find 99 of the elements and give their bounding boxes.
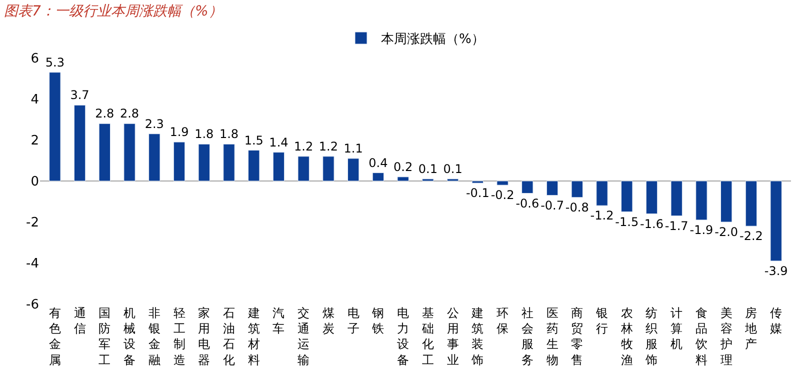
text: -1.9 bbox=[690, 222, 714, 237]
text: -0.2 bbox=[490, 188, 514, 202]
x-tick-label: 银行 bbox=[595, 306, 608, 336]
text: -3.9 bbox=[764, 264, 788, 278]
bar bbox=[546, 180, 558, 196]
text: -0.6 bbox=[516, 196, 540, 210]
bar bbox=[770, 180, 782, 262]
bar bbox=[49, 72, 61, 182]
text: -0.7 bbox=[540, 198, 564, 212]
text: -2.2 bbox=[740, 229, 763, 244]
text: -1.5 bbox=[615, 214, 639, 229]
bar bbox=[298, 156, 310, 182]
bar bbox=[571, 180, 583, 198]
x-tick-label: 医药生物 bbox=[546, 306, 558, 367]
x-tick-label: 基础化工 bbox=[420, 306, 434, 367]
x-tick-label: 钢铁 bbox=[371, 306, 384, 336]
text: -2.0 bbox=[714, 225, 738, 239]
legend-label: 本周涨跌幅（%） bbox=[381, 32, 484, 48]
x-tick-label: 通信 bbox=[74, 306, 86, 336]
x-tick-label: 美容护理 bbox=[719, 306, 732, 367]
text: 1.8 bbox=[194, 127, 214, 142]
x-tick-label: 非银金融 bbox=[147, 306, 160, 367]
text: -1.6 bbox=[640, 216, 664, 231]
x-tick-label: 纺织服饰 bbox=[644, 306, 658, 367]
bar bbox=[522, 180, 534, 194]
text: 3.7 bbox=[70, 88, 90, 102]
text: -1.2 bbox=[590, 208, 614, 223]
bar bbox=[646, 180, 658, 214]
x-tick-label: 家用电器 bbox=[198, 306, 210, 367]
bar bbox=[696, 180, 708, 220]
text: 1.5 bbox=[244, 133, 264, 148]
x-tick-label: 公用事业 bbox=[446, 306, 459, 367]
text: 5.3 bbox=[45, 55, 64, 70]
bar bbox=[670, 180, 682, 216]
y-tick-label: -6 bbox=[26, 298, 39, 313]
x-tick-label: 建筑材料 bbox=[246, 306, 260, 367]
bar bbox=[720, 180, 732, 222]
y-tick-label: 2 bbox=[30, 134, 39, 149]
bar bbox=[621, 180, 633, 212]
x-tick-label: 商贸零售 bbox=[571, 306, 584, 367]
text: 1.8 bbox=[219, 127, 239, 142]
bar bbox=[173, 142, 186, 182]
x-tick-label: 石油石化 bbox=[222, 306, 235, 367]
text: -1.7 bbox=[664, 218, 688, 233]
x-tick-label: 传媒 bbox=[770, 306, 782, 336]
text: 1.4 bbox=[269, 135, 288, 150]
bar bbox=[596, 180, 608, 206]
text: 1.9 bbox=[170, 125, 189, 140]
y-tick-label: -4 bbox=[26, 256, 39, 272]
bar bbox=[74, 104, 86, 182]
x-tick-label: 交通运输 bbox=[298, 306, 310, 367]
x-tick-label: 国防军工 bbox=[98, 306, 111, 367]
text: 0.1 bbox=[418, 162, 438, 176]
y-tick-label: 6 bbox=[30, 52, 39, 67]
text: 0.1 bbox=[443, 162, 462, 176]
y-tick-label: 0 bbox=[30, 174, 39, 190]
x-tick-label: 轻工制造 bbox=[173, 306, 186, 367]
bar bbox=[248, 150, 260, 182]
x-tick-label: 机械设备 bbox=[124, 306, 136, 367]
y-tick-label: 4 bbox=[30, 92, 39, 108]
text: 2.3 bbox=[144, 116, 164, 131]
text: 0.2 bbox=[394, 160, 413, 174]
x-tick-label: 环保 bbox=[496, 306, 509, 336]
bar bbox=[148, 134, 160, 182]
y-tick-label: -2 bbox=[26, 216, 39, 231]
bar bbox=[745, 180, 758, 226]
bar bbox=[372, 172, 384, 182]
bar bbox=[397, 176, 409, 182]
bar bbox=[472, 180, 484, 184]
x-tick-label: 房地产 bbox=[744, 306, 758, 352]
text: 1.1 bbox=[344, 141, 363, 156]
x-tick-label: 电力设备 bbox=[397, 306, 410, 367]
bar bbox=[347, 158, 360, 182]
x-tick-label: 汽车 bbox=[272, 306, 285, 336]
text: 2.8 bbox=[95, 106, 114, 121]
x-tick-label: 农林牧渔 bbox=[620, 306, 633, 367]
bar bbox=[422, 178, 434, 182]
text: 2.8 bbox=[120, 106, 140, 121]
x-tick-label: 食品饮料 bbox=[694, 306, 708, 367]
x-tick-label: 有色金属 bbox=[48, 306, 61, 367]
chart-title: 图表7：一级行业本周涨跌幅（%） bbox=[4, 4, 222, 20]
text: 0.4 bbox=[368, 156, 388, 170]
x-tick-label: 建筑装饰 bbox=[470, 306, 484, 367]
text: 1.2 bbox=[294, 139, 314, 154]
x-tick-label: 煤炭 bbox=[322, 306, 334, 336]
text: 1.2 bbox=[318, 139, 338, 154]
x-tick-label: 电子 bbox=[347, 306, 360, 336]
bar bbox=[446, 178, 459, 182]
text: -0.8 bbox=[565, 200, 589, 214]
text: -0.1 bbox=[466, 186, 490, 200]
bar bbox=[223, 144, 235, 182]
bar bbox=[98, 123, 110, 182]
bar bbox=[322, 156, 334, 182]
x-tick-label: 计算机 bbox=[670, 306, 683, 352]
bar bbox=[496, 180, 508, 186]
bar bbox=[124, 123, 136, 182]
bar bbox=[198, 144, 210, 182]
x-tick-label: 社会服务 bbox=[521, 306, 534, 367]
bar bbox=[272, 152, 285, 182]
